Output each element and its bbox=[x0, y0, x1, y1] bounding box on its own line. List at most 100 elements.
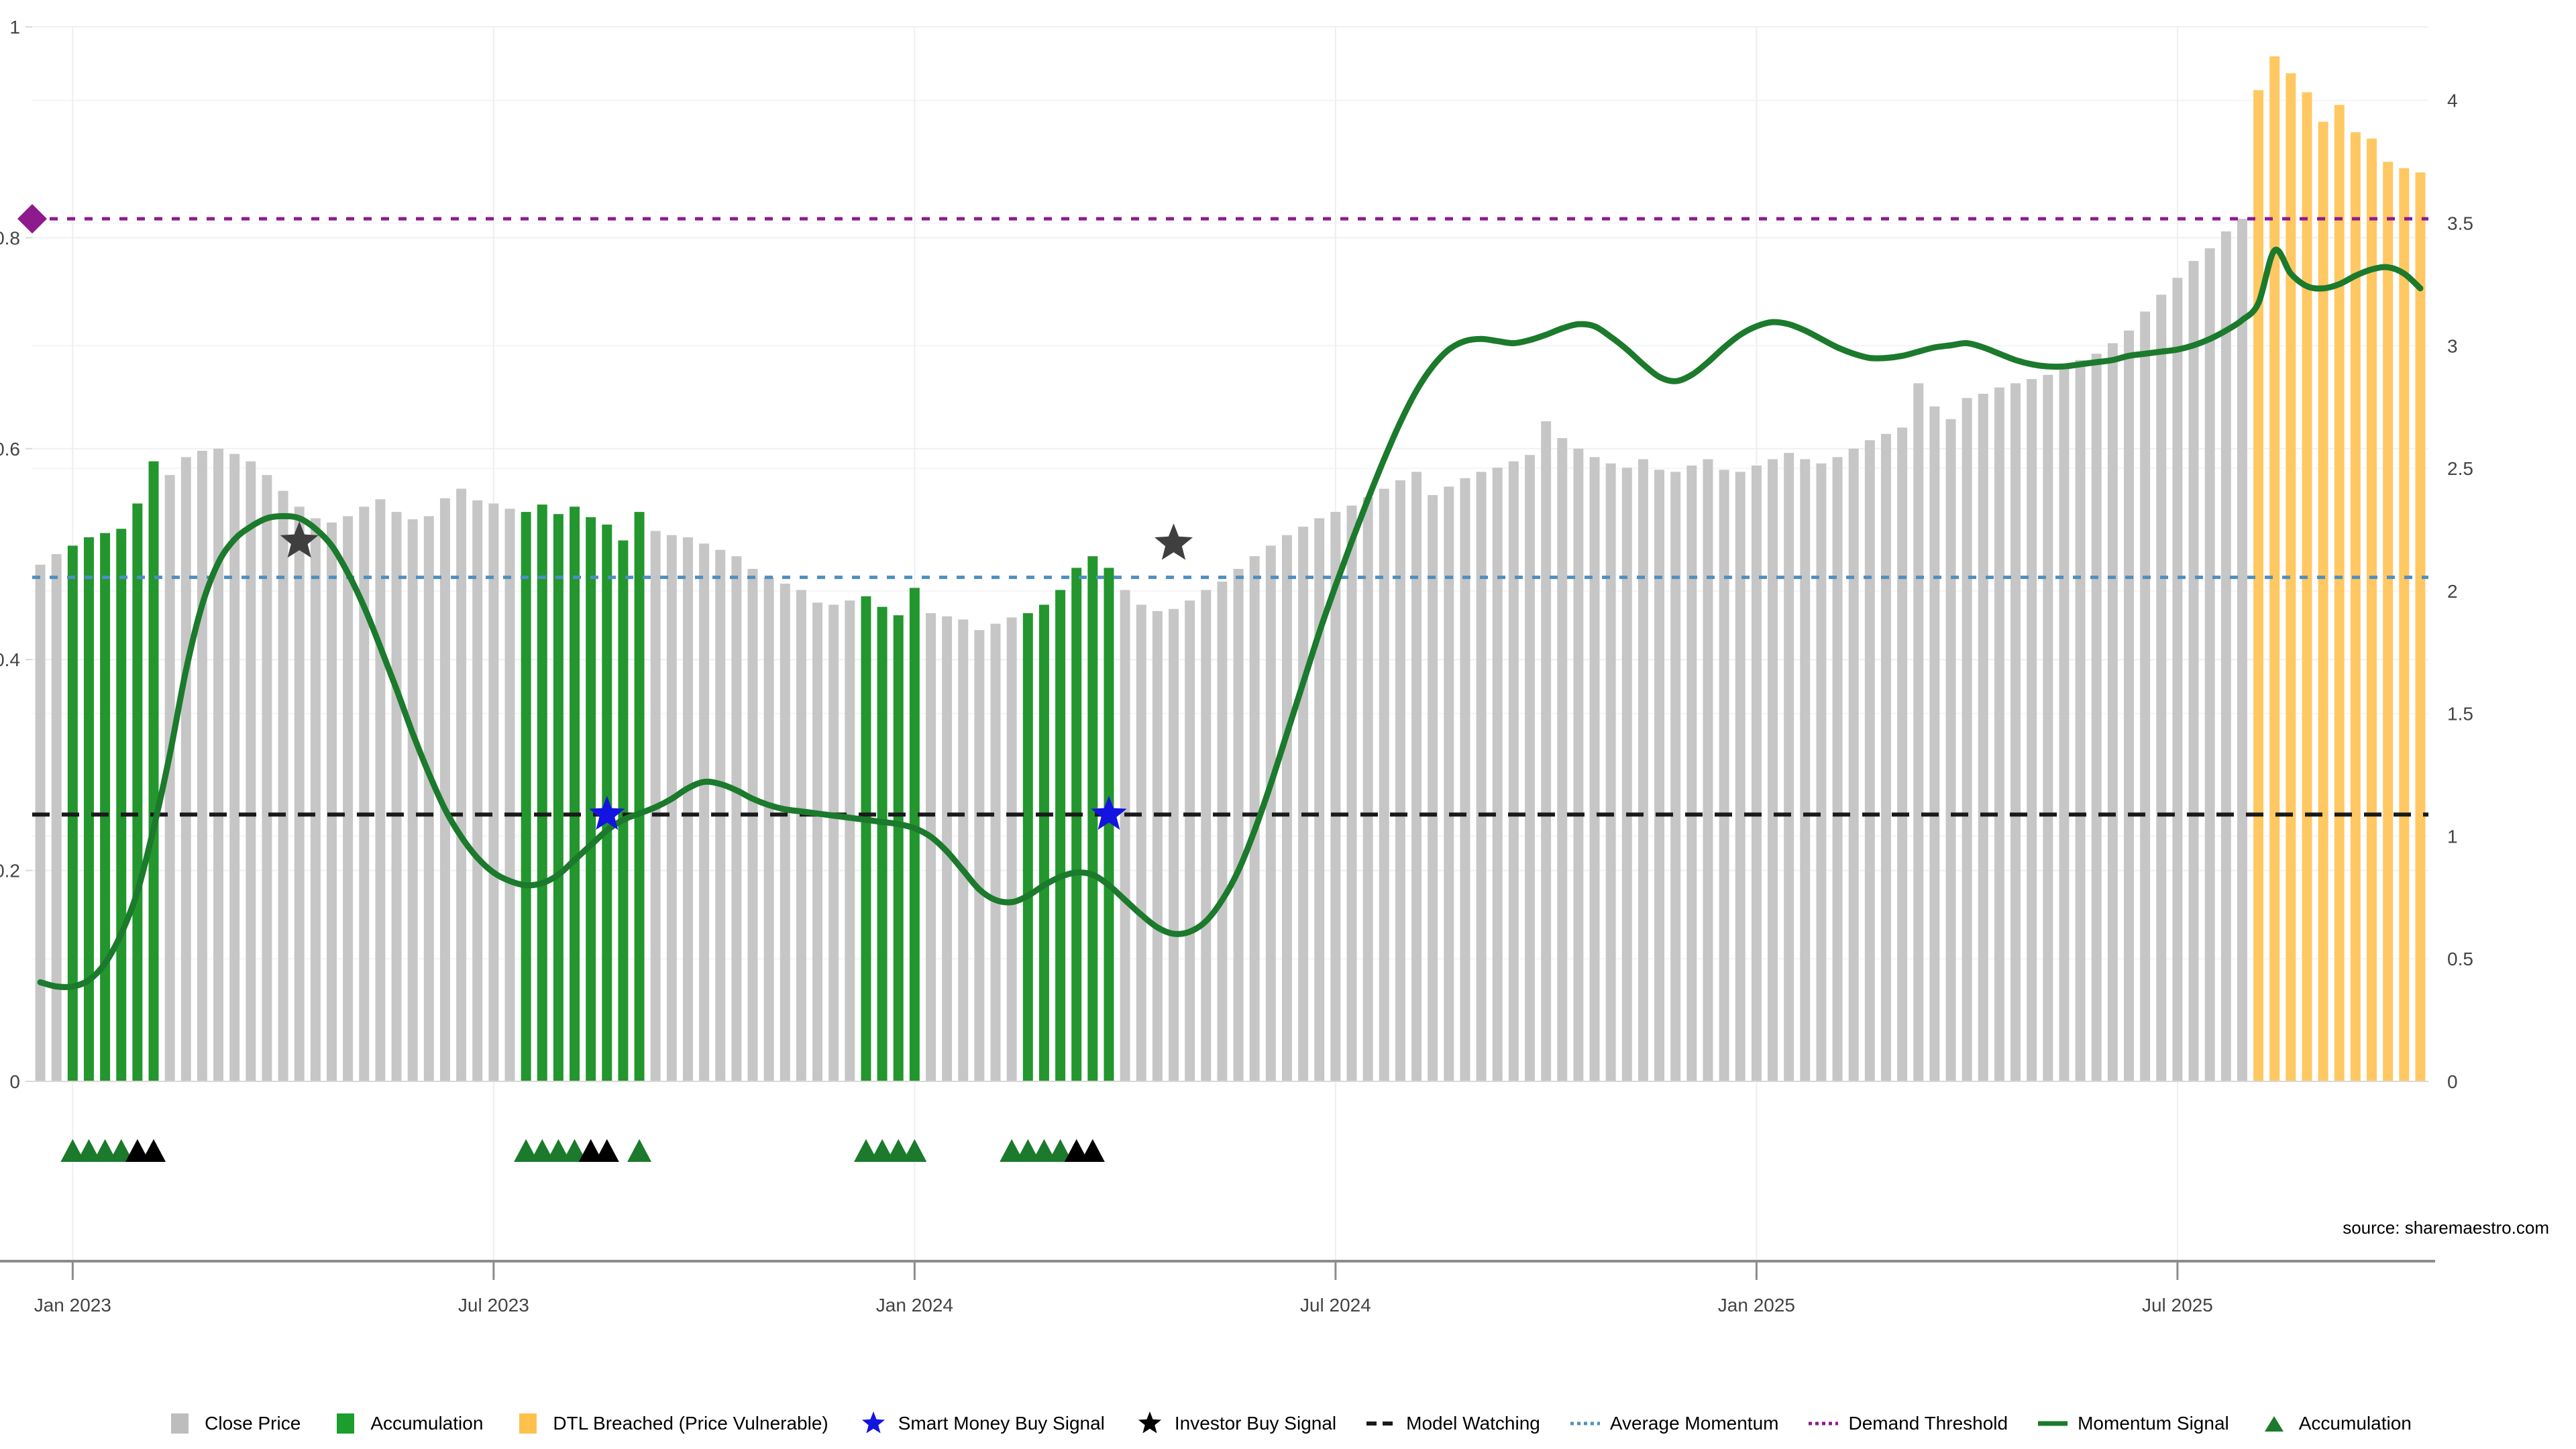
price-bar bbox=[327, 522, 337, 1081]
price-bar bbox=[1104, 568, 1114, 1081]
price-bar bbox=[926, 613, 936, 1081]
legend-item[interactable]: Investor Buy Signal bbox=[1134, 1411, 1336, 1435]
price-bar bbox=[1816, 463, 1827, 1081]
accumulation-triangle-icon bbox=[514, 1139, 539, 1162]
source-attribution: source: sharemaestro.com bbox=[2343, 1218, 2549, 1238]
price-bar bbox=[1832, 457, 1843, 1081]
accumulation-triangle-icon bbox=[125, 1139, 150, 1162]
price-bar bbox=[1362, 497, 1373, 1081]
price-bar bbox=[586, 517, 596, 1081]
price-bar bbox=[893, 615, 904, 1081]
price-bar bbox=[1784, 453, 1794, 1081]
price-bar bbox=[2383, 162, 2394, 1082]
legend-item-label: Accumulation bbox=[370, 1413, 484, 1434]
price-bar bbox=[2172, 278, 2183, 1081]
price-bar bbox=[537, 504, 547, 1081]
price-bar bbox=[2269, 56, 2280, 1081]
source-text: source: sharemaestro.com bbox=[2343, 1218, 2549, 1238]
price-bar bbox=[2286, 73, 2296, 1081]
accumulation-triangle-icon bbox=[93, 1139, 117, 1162]
accumulation-triangle-icon bbox=[1016, 1139, 1040, 1162]
accumulation-triangle-icon bbox=[546, 1139, 571, 1162]
price-bar bbox=[375, 499, 386, 1081]
price-bar bbox=[1152, 610, 1163, 1081]
price-bar bbox=[1638, 459, 1648, 1081]
price-bar bbox=[1848, 448, 1859, 1081]
accumulation-triangle-icon bbox=[578, 1139, 603, 1162]
legend-item-label: Demand Threshold bbox=[1848, 1413, 2008, 1434]
legend-swatch-icon bbox=[164, 1412, 195, 1435]
price-bar bbox=[2253, 90, 2264, 1081]
legend-item[interactable]: Momentum Signal bbox=[2037, 1412, 2229, 1435]
y-axis-left-tick-label: 0.6 bbox=[0, 439, 20, 460]
price-bar bbox=[1120, 590, 1130, 1081]
accumulation-triangle-icon bbox=[853, 1139, 878, 1162]
price-bar bbox=[1800, 459, 1811, 1081]
legend-star-icon bbox=[858, 1411, 889, 1435]
price-bar bbox=[1719, 470, 1729, 1081]
legend-item[interactable]: Accumulation bbox=[330, 1412, 483, 1435]
price-bar bbox=[310, 518, 321, 1081]
legend-item[interactable]: Model Watching bbox=[1366, 1412, 1540, 1435]
accumulation-triangle-icon bbox=[76, 1139, 101, 1162]
price-bar bbox=[763, 577, 774, 1081]
legend-item[interactable]: Close Price bbox=[164, 1412, 301, 1435]
accumulation-triangle-icon bbox=[1032, 1139, 1057, 1162]
price-bar bbox=[1476, 472, 1487, 1081]
price-bar bbox=[2140, 311, 2151, 1082]
price-bar bbox=[343, 516, 354, 1081]
price-bar bbox=[1913, 383, 1924, 1081]
price-bar bbox=[828, 604, 839, 1081]
price-bar bbox=[1686, 465, 1697, 1081]
price-bar bbox=[2334, 105, 2345, 1082]
accumulation-triangle-icon bbox=[870, 1139, 895, 1162]
legend-item[interactable]: DTL Breached (Price Vulnerable) bbox=[513, 1412, 828, 1435]
price-bar bbox=[1962, 398, 1972, 1081]
legend-swatch-icon bbox=[330, 1412, 361, 1435]
y-axis-left-tick-label: 0.2 bbox=[0, 861, 20, 881]
price-bar bbox=[278, 490, 288, 1081]
price-bar bbox=[2399, 168, 2410, 1081]
price-bar bbox=[180, 457, 191, 1081]
price-bar bbox=[359, 506, 370, 1081]
price-bar bbox=[439, 498, 450, 1081]
y-axis-right-tick-label: 1 bbox=[2447, 826, 2458, 847]
demand-threshold-diamond-icon bbox=[17, 204, 47, 234]
accumulation-triangle-icon bbox=[142, 1139, 166, 1162]
accumulation-triangle-icon bbox=[1080, 1139, 1105, 1162]
price-bar bbox=[1654, 470, 1665, 1081]
legend-item[interactable]: Average Momentum bbox=[1570, 1412, 1778, 1435]
legend-item[interactable]: Accumulation bbox=[2259, 1412, 2412, 1435]
price-bar bbox=[1508, 461, 1519, 1081]
price-bar bbox=[1233, 569, 1244, 1081]
price-bar bbox=[747, 569, 758, 1081]
price-bar bbox=[845, 600, 855, 1081]
momentum-signal-line bbox=[37, 246, 2424, 991]
smart-money-buy-signal-star-icon bbox=[1091, 796, 1127, 830]
y-axis-left-tick-label: 0.4 bbox=[0, 649, 20, 670]
y-axis-right-tick-label: 3.5 bbox=[2447, 213, 2473, 233]
legend-item[interactable]: Demand Threshold bbox=[1808, 1412, 2008, 1435]
price-bar bbox=[2156, 294, 2167, 1081]
price-bar bbox=[1573, 448, 1584, 1081]
y-axis-right-tick-label: 1.5 bbox=[2447, 704, 2473, 724]
price-bar bbox=[1249, 556, 1260, 1081]
price-bar bbox=[472, 500, 483, 1081]
legend-item-label: DTL Breached (Price Vulnerable) bbox=[553, 1413, 828, 1434]
price-bar bbox=[504, 508, 515, 1081]
y-axis-left-tick-label: 0 bbox=[9, 1071, 20, 1092]
price-bar bbox=[1768, 459, 1778, 1081]
price-bar bbox=[35, 564, 46, 1081]
legend-item-label: Smart Money Buy Signal bbox=[898, 1413, 1105, 1434]
price-bar bbox=[958, 619, 969, 1081]
legend-item[interactable]: Smart Money Buy Signal bbox=[858, 1411, 1105, 1435]
y-axis-right-tick-label: 3 bbox=[2447, 335, 2458, 356]
price-bar bbox=[423, 516, 434, 1081]
price-bar bbox=[164, 475, 175, 1081]
price-bar bbox=[456, 488, 467, 1081]
price-bar bbox=[974, 630, 985, 1081]
accumulation-triangle-icon bbox=[109, 1139, 133, 1162]
price-bar bbox=[2415, 172, 2426, 1082]
price-bar bbox=[1460, 478, 1470, 1081]
